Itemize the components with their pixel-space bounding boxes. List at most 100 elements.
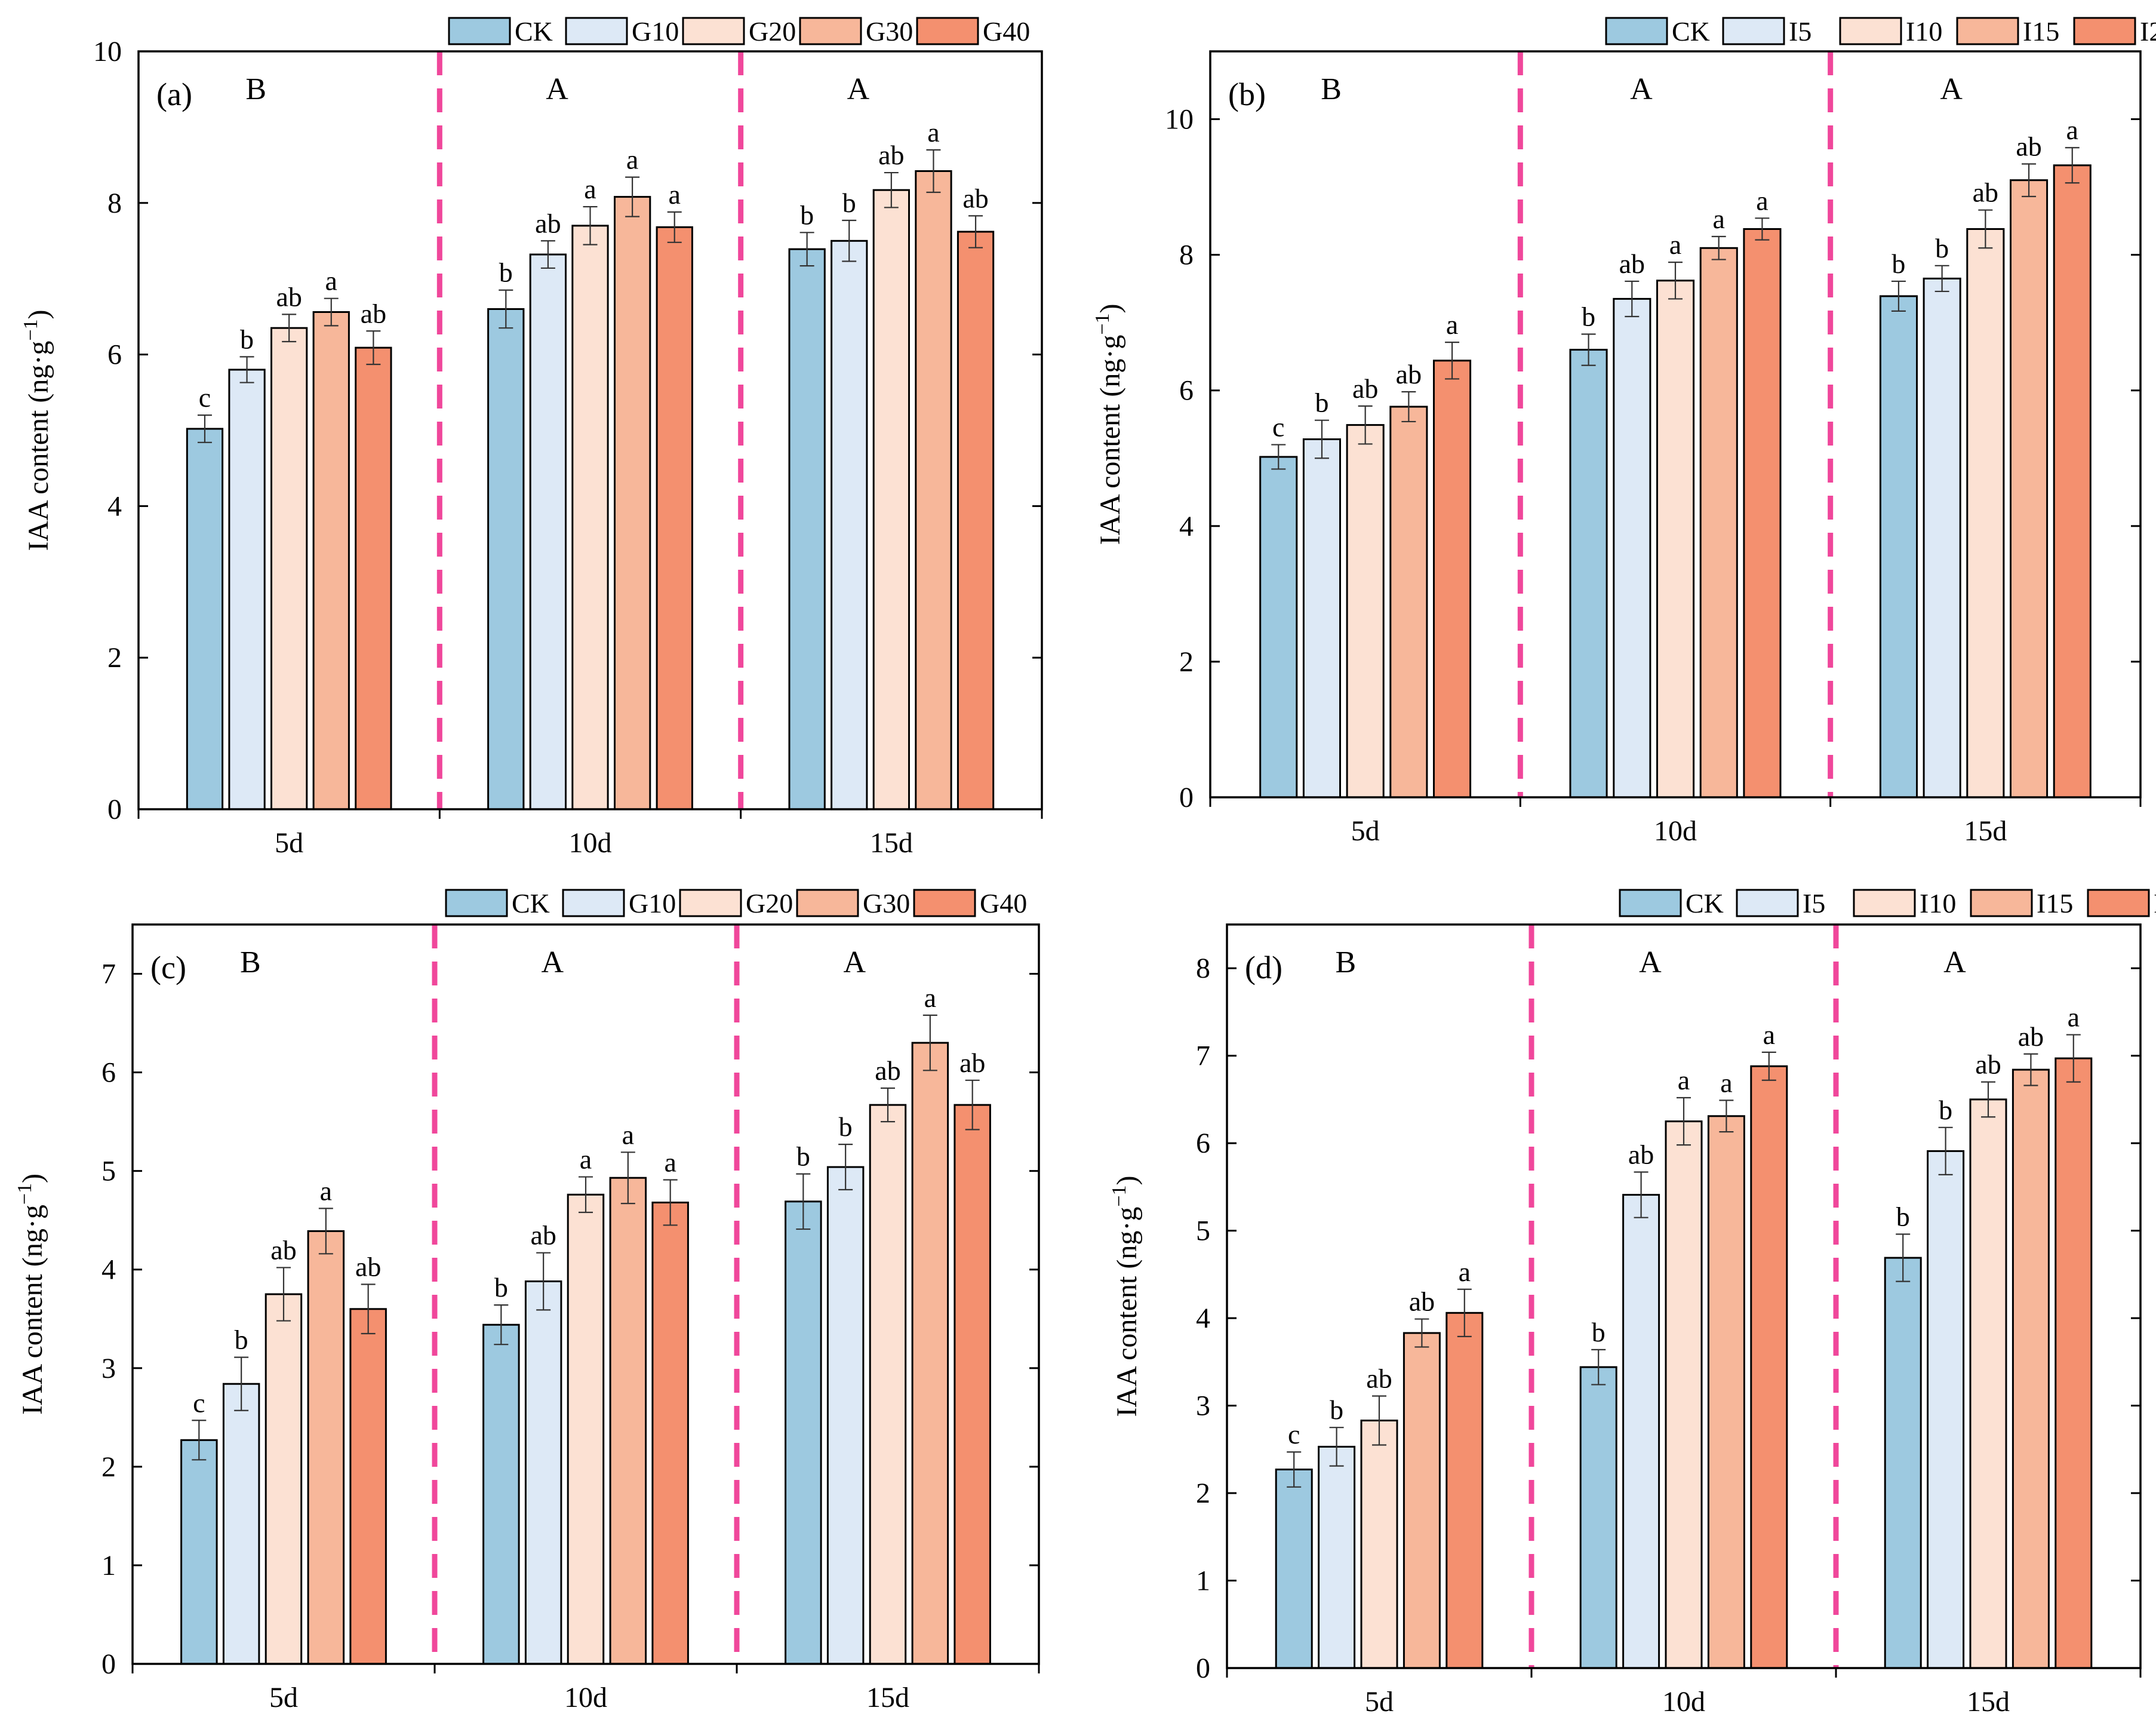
legend-label-i15: I15 xyxy=(2023,16,2059,47)
significance-letter: a xyxy=(580,1144,592,1175)
significance-letter: b xyxy=(800,199,814,230)
significance-letter: a xyxy=(1720,1067,1732,1098)
y-axis-label-main: IAA content (ng·g xyxy=(17,1205,48,1415)
significance-letter: b xyxy=(1582,301,1595,331)
significance-letter: ab xyxy=(355,1251,381,1282)
bar-ck-10d xyxy=(482,1323,520,1665)
significance-letter: a xyxy=(924,982,936,1013)
significance-letter: c xyxy=(1272,412,1284,443)
legend-label-i20: I20 xyxy=(2154,888,2156,919)
group-letter: A xyxy=(546,72,568,106)
bar-ck-5d xyxy=(1275,1469,1313,1669)
x-tick-label-5d: 5d xyxy=(1351,815,1380,847)
group-letter: A xyxy=(1630,72,1653,106)
x-tick-label-10d: 10d xyxy=(569,827,612,859)
panel-label: (d) xyxy=(1245,950,1282,985)
x-tick-label-10d: 10d xyxy=(1654,815,1697,847)
y-axis-label-close: ) xyxy=(1094,303,1126,313)
bar-i20-5d xyxy=(1433,360,1472,798)
legend-label-i15: I15 xyxy=(2037,888,2073,919)
x-tick-label-5d: 5d xyxy=(269,1682,298,1713)
significance-letter: ab xyxy=(2018,1021,2044,1052)
x-tick-label-15d: 15d xyxy=(1967,1686,2010,1718)
significance-letter: a xyxy=(1756,185,1768,216)
legend-swatch-g40 xyxy=(916,17,979,45)
y-axis-label: IAA content (ng·g−1) xyxy=(1108,1175,1143,1417)
significance-letter: b xyxy=(235,1325,248,1355)
bar-i15-10d xyxy=(1707,1115,1745,1669)
bar-ck-15d xyxy=(785,1200,822,1665)
bar-g20-5d xyxy=(264,1293,303,1665)
significance-letter: ab xyxy=(270,1234,296,1265)
significance-letter: b xyxy=(1592,1317,1606,1347)
significance-letter: a xyxy=(2068,1002,2080,1033)
significance-letter: a xyxy=(626,145,638,175)
y-tick-label: 2 xyxy=(1196,1478,1210,1509)
bar-i5-5d xyxy=(1302,438,1341,798)
legend-label-g10: G10 xyxy=(629,888,676,919)
x-tick-label-10d: 10d xyxy=(564,1682,607,1713)
significance-letter: ab xyxy=(878,140,904,170)
legend-label-i5: I5 xyxy=(1803,888,1825,919)
y-tick-label: 5 xyxy=(1196,1215,1210,1247)
y-tick-label: 1 xyxy=(102,1550,116,1581)
y-axis-label-close: ) xyxy=(1111,1175,1143,1185)
y-tick-label: 2 xyxy=(107,642,122,674)
significance-letter: a xyxy=(664,1147,676,1178)
bar-g30-10d xyxy=(614,196,651,810)
bar-g30-15d xyxy=(911,1042,949,1665)
significance-letter: ab xyxy=(535,208,561,238)
legend-label-i20: I20 xyxy=(2140,16,2156,47)
y-tick-label: 4 xyxy=(1179,511,1194,542)
legend-swatch-i15 xyxy=(1956,17,2019,45)
x-tick-label-5d: 5d xyxy=(1365,1686,1394,1718)
bar-g10-10d xyxy=(524,1280,562,1665)
significance-letter: c xyxy=(199,382,211,413)
bar-g20-15d xyxy=(872,189,910,810)
bar-g10-15d xyxy=(831,239,868,810)
legend-label-i10: I10 xyxy=(1920,888,1956,919)
significance-letter: b xyxy=(1892,248,1905,279)
bar-i10-15d xyxy=(1966,228,2005,798)
legend-swatch-g20 xyxy=(682,17,745,45)
chart-panel-3: cbabaab5dBbabaaa10dAbbabaab15dA01234567I… xyxy=(14,888,1040,1713)
y-tick-label: 5 xyxy=(102,1156,116,1187)
bar-i10-15d xyxy=(1969,1098,2007,1669)
significance-letter: ab xyxy=(1973,177,1998,208)
group-letter: A xyxy=(542,945,564,979)
significance-letter: a xyxy=(1446,309,1458,340)
bar-ck-10d xyxy=(1579,1366,1617,1669)
y-tick-label: 7 xyxy=(102,959,116,990)
significance-letter: b xyxy=(1330,1395,1343,1425)
significance-letter: b xyxy=(842,188,856,218)
bar-i5-10d xyxy=(1622,1194,1660,1669)
significance-letter: ab xyxy=(959,1048,985,1078)
significance-letter: ab xyxy=(1366,1363,1392,1393)
bar-i10-5d xyxy=(1346,424,1385,798)
bar-ck-5d xyxy=(180,1439,218,1665)
significance-letter: ab xyxy=(2016,131,2041,161)
bar-g40-15d xyxy=(956,231,995,810)
significance-letter: ab xyxy=(1352,373,1378,404)
y-axis-label-close: ) xyxy=(23,309,54,319)
y-tick-label: 8 xyxy=(107,188,122,219)
y-tick-label: 6 xyxy=(1179,375,1194,407)
significance-letter: ab xyxy=(1619,248,1645,279)
y-axis-label-superscript: −1 xyxy=(1108,1185,1130,1206)
bar-g30-5d xyxy=(312,311,350,810)
bar-i15-5d xyxy=(1403,1332,1441,1669)
legend-swatch-ck xyxy=(1619,889,1682,917)
bar-i5-15d xyxy=(1927,1150,1965,1669)
plot-frame xyxy=(137,50,1043,810)
bar-g10-10d xyxy=(529,253,567,810)
bar-g10-5d xyxy=(228,368,266,810)
significance-letter: b xyxy=(839,1111,853,1142)
bar-i5-10d xyxy=(1613,297,1651,798)
y-tick-label: 1 xyxy=(1196,1565,1210,1597)
bar-i5-5d xyxy=(1318,1445,1356,1669)
significance-letter: b xyxy=(494,1272,508,1303)
y-tick-label: 0 xyxy=(1196,1653,1210,1684)
bar-g20-10d xyxy=(567,1193,605,1665)
y-axis-label-main: IAA content (ng·g xyxy=(1111,1207,1143,1417)
significance-letter: ab xyxy=(530,1220,556,1251)
